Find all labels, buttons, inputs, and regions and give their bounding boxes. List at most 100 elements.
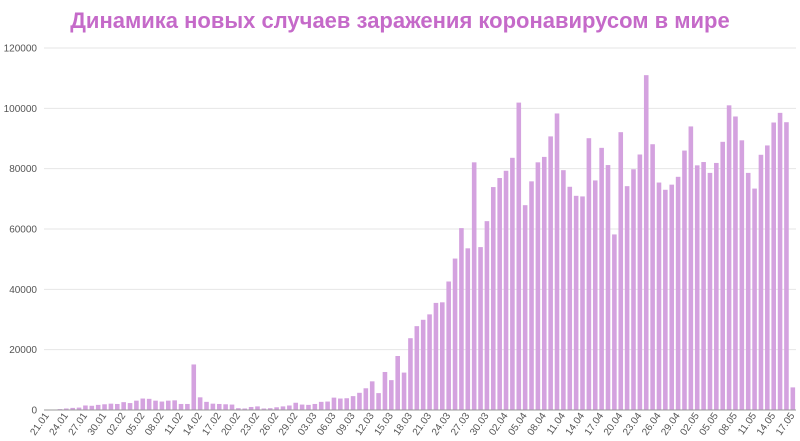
- bar-21.04: [624, 186, 630, 410]
- x-tick-label: 26.04: [640, 411, 664, 438]
- x-tick-label: 17.05: [774, 411, 798, 438]
- bar-05.05: [714, 162, 719, 410]
- bar-20.03: [420, 319, 426, 410]
- bar-08.03: [344, 398, 350, 410]
- bar-28.04: [669, 184, 675, 410]
- bar-10.05: [745, 172, 751, 410]
- bar-22.04: [631, 169, 636, 410]
- bar-25.04: [650, 144, 655, 411]
- bar-27.01: [83, 405, 88, 410]
- bar-26.03: [459, 228, 464, 410]
- x-tick-label: 02.04: [487, 411, 511, 438]
- x-tick-label: 26.02: [258, 411, 282, 438]
- x-tick-label: 24.03: [430, 411, 454, 438]
- bar-04.05: [707, 172, 713, 410]
- x-tick-label: 30.01: [86, 411, 110, 438]
- bar-12.04: [567, 186, 573, 410]
- bar-26.02: [274, 407, 279, 410]
- bar-08.02: [159, 401, 165, 410]
- bar-13.04: [573, 195, 579, 410]
- x-tick-label: 17.02: [201, 411, 225, 438]
- bar-16.03: [395, 356, 400, 410]
- bar-23.04: [637, 154, 643, 410]
- x-tick-label: 23.02: [239, 411, 263, 438]
- bar-01.05: [688, 126, 694, 411]
- x-tick-label: 05.02: [124, 411, 148, 438]
- bar-01.03: [299, 404, 305, 410]
- bar-24.04: [643, 75, 649, 411]
- y-tick-label: 60000: [9, 225, 37, 236]
- bar-04.03: [318, 401, 324, 410]
- x-tick-label: 08.02: [143, 411, 167, 438]
- bar-17.04: [599, 147, 604, 410]
- bar-18.03: [408, 338, 413, 410]
- y-axis-tick-labels: 0 20000 40000 60000 80000 100000 120000: [4, 44, 38, 417]
- bar-14.03: [382, 371, 388, 410]
- bar-11.05: [752, 188, 757, 410]
- bar-08.04: [541, 156, 547, 410]
- bar-10.04: [554, 113, 560, 411]
- bar-13.03: [376, 393, 381, 410]
- bar-28.03: [471, 162, 477, 410]
- x-tick-label: 15.03: [373, 411, 397, 438]
- bar-14.02: [197, 397, 203, 410]
- bar-14.05: [771, 122, 776, 410]
- bar-11.03: [363, 388, 369, 410]
- bar-05.03: [325, 401, 330, 410]
- chart-title: Динамика новых случаев заражения коронав…: [70, 8, 730, 33]
- bar-03.04: [510, 157, 515, 410]
- x-tick-label: 08.05: [717, 411, 741, 438]
- bar-13.02: [191, 364, 197, 410]
- bar-27.04: [663, 189, 668, 410]
- bar-29.01: [95, 404, 101, 410]
- x-tick-label: 08.04: [526, 411, 550, 438]
- x-tick-label: 12.03: [353, 411, 377, 438]
- bar-22.02: [248, 406, 254, 410]
- bar-07.04: [535, 162, 541, 410]
- bar-09.05: [739, 140, 745, 410]
- bar-21.03: [427, 314, 432, 410]
- bar-18.02: [223, 404, 228, 410]
- bar-09.02: [165, 400, 171, 410]
- bar-17.02: [216, 403, 222, 410]
- x-tick-label: 21.03: [411, 411, 435, 438]
- bar-31.03: [490, 187, 496, 410]
- bar-03.05: [701, 162, 706, 410]
- x-tick-label: 14.05: [755, 411, 779, 438]
- bar-12.02: [185, 403, 190, 410]
- bar-03.02: [127, 403, 133, 410]
- bar-06.04: [529, 181, 534, 410]
- bar-23.02: [255, 406, 260, 410]
- bar-04.02: [134, 400, 139, 410]
- y-tick-label: 100000: [4, 104, 38, 115]
- x-tick-label: 06.03: [315, 411, 339, 438]
- y-tick-label: 40000: [9, 285, 37, 296]
- bar-19.02: [229, 404, 235, 410]
- bar-16.04: [592, 180, 598, 410]
- bar-23.03: [440, 302, 445, 410]
- bar-30.03: [484, 221, 490, 410]
- bars: [44, 75, 796, 411]
- bar-15.05: [777, 112, 783, 411]
- bar-24.02: [261, 408, 267, 410]
- bar-30.04: [682, 150, 687, 410]
- bar-07.02: [153, 400, 158, 410]
- bar-24.01: [64, 408, 69, 410]
- bar-25.03: [452, 258, 458, 410]
- x-axis-tick-labels: 21.0124.0127.0130.0102.0205.0208.0211.02…: [28, 411, 797, 438]
- bar-06.03: [331, 397, 337, 410]
- x-tick-label: 05.04: [506, 411, 530, 438]
- bar-16.05: [784, 122, 789, 411]
- y-tick-label: 80000: [9, 164, 37, 175]
- bar-12.05: [758, 154, 764, 410]
- bar-10.02: [172, 400, 177, 410]
- bar-05.04: [522, 205, 528, 410]
- bar-11.04: [561, 170, 566, 410]
- bar-08.05: [733, 116, 738, 410]
- bar-09.03: [350, 396, 356, 410]
- x-tick-label: 29.04: [659, 411, 683, 438]
- bar-15.03: [389, 380, 394, 410]
- bar-24.03: [446, 281, 451, 410]
- bar-22.03: [433, 302, 439, 410]
